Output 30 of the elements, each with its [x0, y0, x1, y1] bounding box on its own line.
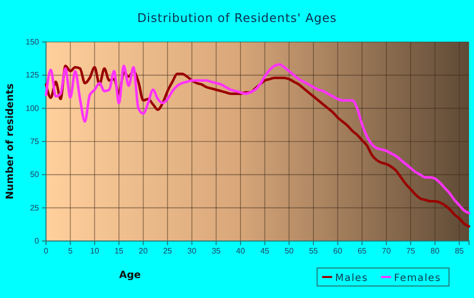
x-tick-label: 5: [68, 246, 74, 256]
legend-label: Males: [335, 273, 368, 284]
x-tick-label: 40: [236, 246, 246, 256]
x-tick-label: 30: [187, 246, 197, 256]
legend-label: Females: [394, 273, 441, 284]
x-tick-label: 20: [138, 246, 148, 256]
y-tick-label: 100: [26, 104, 40, 113]
x-tick-label: 35: [212, 246, 222, 256]
x-tick-label: 70: [382, 246, 392, 256]
x-tick-label: 85: [454, 246, 464, 256]
y-tick-label: 50: [30, 170, 40, 180]
y-tick-label: 150: [26, 38, 40, 47]
y-tick-label: 25: [30, 203, 40, 212]
x-tick-label: 65: [358, 246, 368, 256]
y-tick-label: 125: [26, 70, 40, 80]
x-axis-title: Age: [119, 270, 142, 281]
y-tick-label: 0: [34, 236, 40, 246]
x-tick-label: 0: [44, 246, 49, 256]
x-tick-label: 75: [406, 246, 416, 256]
x-tick-label: 15: [114, 246, 124, 256]
x-tick-label: 10: [90, 246, 100, 256]
y-axis-title: Number of residents: [5, 84, 16, 200]
chart-title: Distribution of Residents' Ages: [137, 11, 337, 25]
x-tick-label: 55: [308, 246, 318, 256]
x-tick-label: 80: [430, 246, 440, 256]
y-tick-label: 75: [30, 137, 40, 146]
x-tick-label: 25: [163, 246, 173, 256]
x-tick-label: 60: [333, 246, 343, 256]
x-tick-label: 45: [260, 246, 270, 256]
x-tick-label: 50: [284, 246, 294, 256]
